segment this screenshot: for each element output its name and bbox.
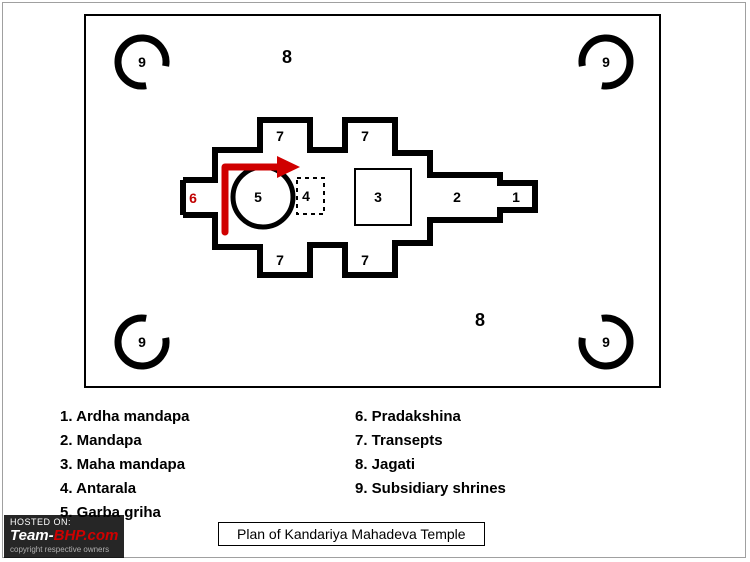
legend-item: 2. Mandapa (60, 432, 189, 449)
watermark-host-label: HOSTED ON: (10, 517, 118, 528)
watermark-brand: Team-BHP.com (10, 527, 118, 545)
legend-item: 8. Jagati (355, 456, 506, 473)
legend-column-1: 1. Ardha mandapa 2. Mandapa 3. Maha mandap… (60, 408, 189, 528)
legend-item: 3. Maha mandapa (60, 456, 189, 473)
legend-item: 4. Antarala (60, 480, 189, 497)
legend-item: 6. Pradakshina (355, 408, 506, 425)
caption-box: Plan of Kandariya Mahadeva Temple (218, 522, 485, 546)
legend-item: 7. Transepts (355, 432, 506, 449)
caption-text: Plan of Kandariya Mahadeva Temple (237, 526, 466, 542)
host-watermark: HOSTED ON: Team-BHP.com copyright respec… (4, 515, 124, 558)
watermark-copyright: copyright respective owners (10, 545, 118, 555)
legend-column-2: 6. Pradakshina 7. Transepts 8. Jagati 9. Su… (355, 408, 506, 504)
legend-item: 1. Ardha mandapa (60, 408, 189, 425)
legend-item: 9. Subsidiary shrines (355, 480, 506, 497)
